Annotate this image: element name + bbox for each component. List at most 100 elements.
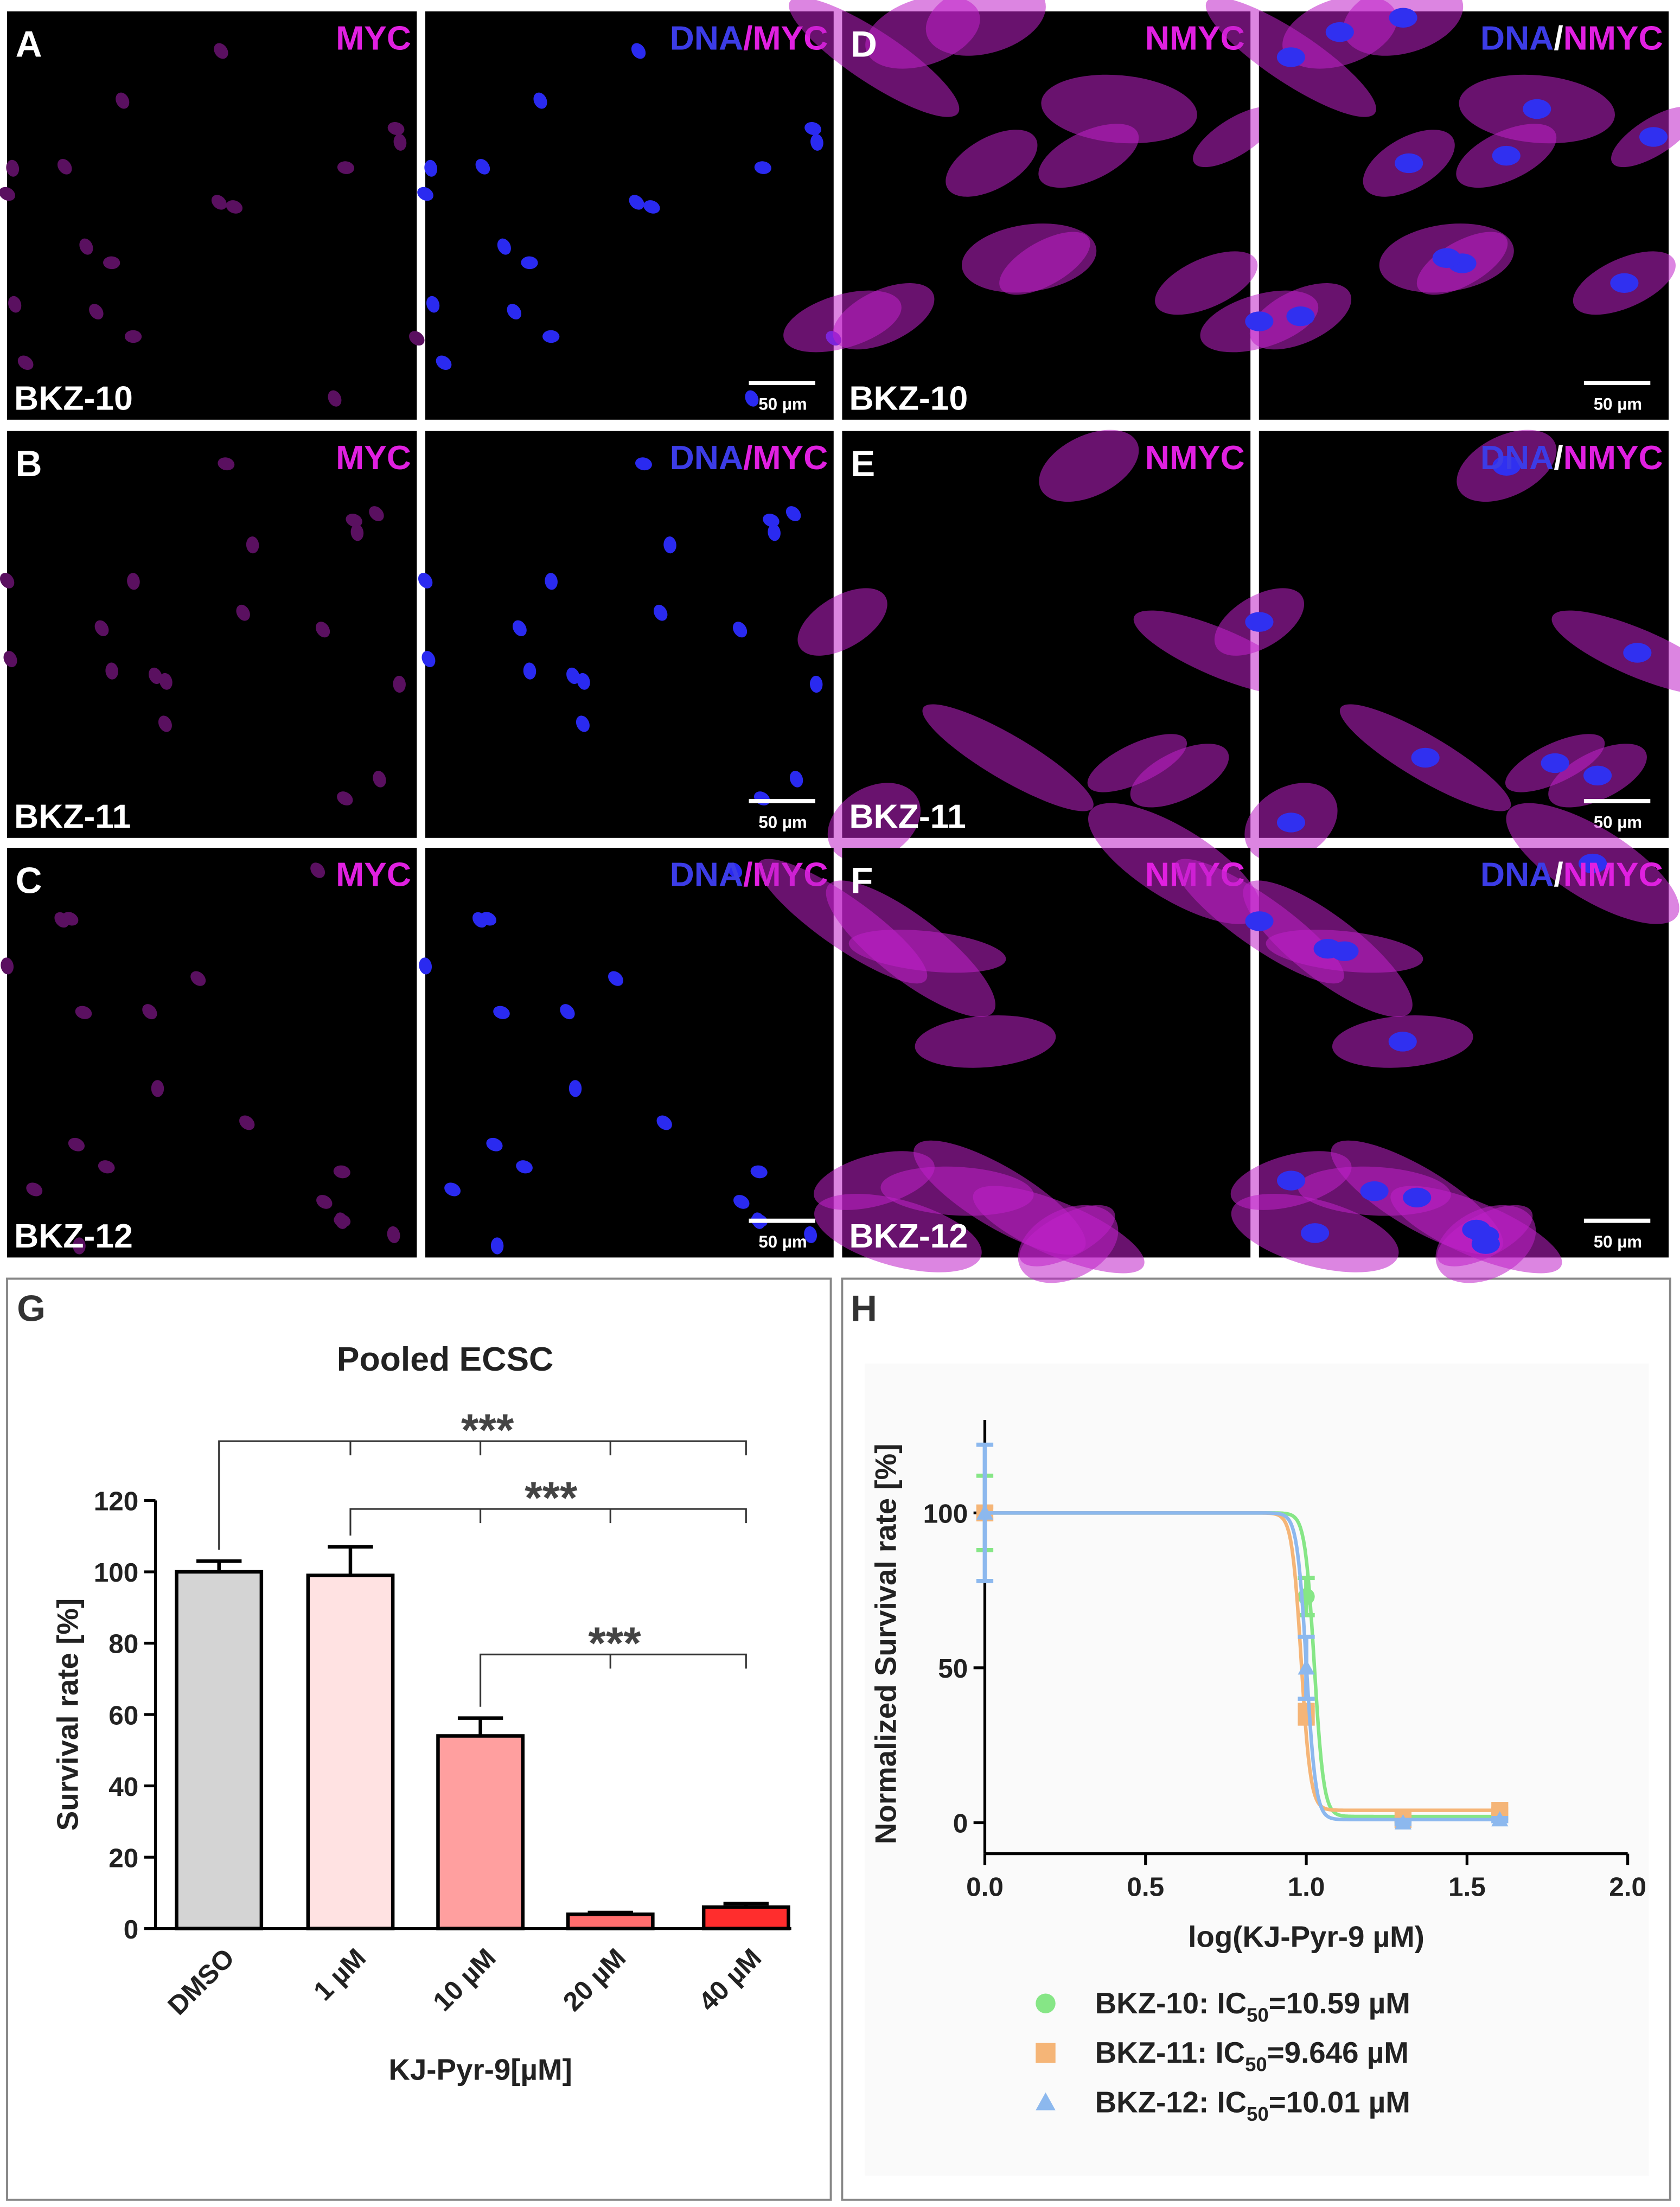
channel-label: DNA/MYC [670, 19, 828, 57]
nucleus [733, 1195, 750, 1209]
nucleus [1286, 306, 1315, 327]
cell-body [915, 1015, 1056, 1068]
cell-body [1155, 251, 1258, 315]
cells [1214, 430, 1680, 862]
cells [419, 862, 817, 1255]
nucleus [516, 1160, 533, 1174]
nucleus [804, 1226, 817, 1243]
nucleus [1395, 153, 1423, 174]
nucleus [1, 957, 14, 975]
cell-body [1038, 124, 1139, 188]
nucleus [346, 514, 362, 527]
data-point [1394, 1814, 1412, 1829]
nucleus [246, 536, 259, 554]
nucleus [315, 622, 330, 638]
legend-name: BKZ-10 [1095, 1986, 1199, 2020]
y-tick-label: 0 [953, 1809, 968, 1839]
channel-part: NMYC [1145, 439, 1245, 477]
data-point [1298, 1659, 1315, 1675]
nucleus [631, 43, 646, 59]
nucleus [1245, 911, 1274, 931]
nucleus [1313, 938, 1342, 959]
nucleus [568, 1080, 582, 1097]
channel-part: DNA [670, 19, 743, 57]
significance-bracket [480, 1653, 747, 1707]
nucleus [211, 195, 227, 210]
nucleus [387, 122, 405, 136]
nucleus [750, 1165, 768, 1179]
nucleus [17, 355, 34, 370]
x-axis-label: log(KJ-Pyr-9 µM) [1188, 1920, 1425, 1954]
nucleus [393, 133, 407, 151]
cells [757, 803, 1262, 1283]
nucleus [214, 43, 228, 59]
nucleus [105, 662, 118, 680]
significance-label: *** [525, 1473, 578, 1523]
nucleus [334, 1214, 351, 1227]
cell-line-label: BKZ-12 [849, 1217, 968, 1255]
panel-letter: E [851, 444, 875, 484]
cell-body [1087, 734, 1187, 792]
micrograph [425, 848, 834, 1258]
channel-label: DNA/MYC [670, 439, 828, 477]
legend-entry: BKZ-10: IC50=10.59 µM [1095, 1986, 1410, 2026]
nucleus [785, 506, 801, 521]
nucleus [57, 158, 72, 175]
nucleus [328, 390, 342, 407]
cell-body [833, 283, 935, 350]
nucleus [239, 1115, 255, 1130]
nucleus [1276, 813, 1306, 833]
nucleus [768, 524, 781, 541]
bar [306, 1573, 395, 1930]
cell-line-label: BKZ-10 [849, 380, 968, 418]
nucleus [393, 675, 406, 693]
x-tick-label: 0.0 [966, 1872, 1004, 1902]
nucleus [577, 673, 590, 690]
legend-sub: 50 [1247, 2103, 1269, 2125]
cell-body [1041, 74, 1197, 144]
cell-line-label: BKZ-10 [14, 380, 133, 418]
cells [1174, 803, 1679, 1283]
bar [436, 1734, 525, 1930]
channel-part: / [1554, 439, 1563, 477]
cells [1200, 0, 1680, 353]
nucleus [1276, 47, 1305, 67]
nucleus [226, 200, 243, 214]
nucleus [124, 330, 142, 343]
nucleus [1432, 248, 1461, 268]
nucleus [369, 506, 384, 521]
nucleus [533, 92, 547, 109]
x-tick-label: 0.5 [1127, 1872, 1164, 1902]
micrograph [7, 431, 417, 838]
panel-letter: B [16, 444, 42, 484]
nucleus [54, 912, 69, 928]
nucleus [190, 971, 206, 986]
nucleus [1639, 127, 1668, 147]
nucleus [1245, 612, 1274, 632]
nucleus [493, 1006, 510, 1019]
nucleus [475, 158, 490, 175]
cells [418, 457, 823, 805]
nucleus [8, 296, 22, 313]
nucleus [151, 1080, 164, 1097]
y-tick-label: 50 [938, 1654, 968, 1684]
channel-part: MYC [336, 439, 411, 477]
cell-body [865, 0, 980, 69]
micrograph [425, 431, 834, 838]
legend-ic50: =10.59 µM [1269, 1986, 1410, 2020]
nucleus [472, 912, 487, 928]
cell-body [946, 130, 1038, 197]
bar [566, 1912, 655, 1930]
nucleus [635, 457, 652, 471]
micrograph [425, 11, 834, 420]
nucleus [350, 524, 364, 541]
nucleus [310, 862, 325, 878]
channel-part: MYC [336, 855, 411, 893]
chart-title: Pooled ECSC [337, 1340, 553, 1378]
significance-label: *** [588, 1618, 641, 1668]
nucleus [417, 187, 433, 201]
nucleus [6, 159, 20, 177]
nucleus [663, 536, 676, 554]
y-tick-label: 60 [108, 1700, 138, 1730]
